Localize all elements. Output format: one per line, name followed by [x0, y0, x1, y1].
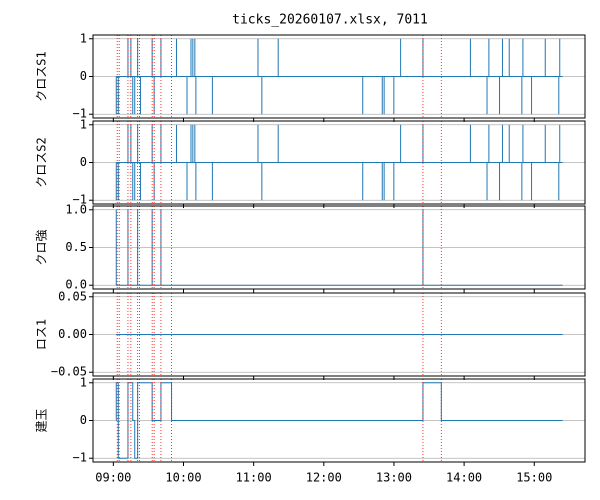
x-tick-label: 14:00: [446, 471, 482, 485]
y-axis-label: クロスS2: [35, 137, 49, 187]
y-tick-label: −1: [73, 451, 87, 465]
y-tick-label: 0: [80, 413, 87, 427]
x-tick-label: 15:00: [516, 471, 552, 485]
y-tick-label: 0.5: [65, 240, 87, 254]
y-tick-label: −1: [73, 107, 87, 121]
axes-frame: [92, 34, 586, 119]
x-tick-label: 11:00: [236, 471, 272, 485]
y-tick-label: 0: [80, 155, 87, 169]
y-tick-label: 1: [80, 375, 87, 389]
x-tick-label: 09:00: [95, 471, 131, 485]
axes-frame: [92, 292, 586, 377]
y-tick-label: 0.00: [58, 327, 87, 341]
y-tick-label: 1: [80, 31, 87, 45]
axes-frame: [92, 205, 586, 290]
series-line: [115, 382, 563, 459]
y-axis-label: 建玉: [35, 408, 49, 432]
x-tick-label: 10:00: [165, 471, 201, 485]
y-axis-label: クロスS1: [35, 51, 49, 101]
y-tick-label: 0.05: [58, 289, 87, 303]
y-tick-label: 1: [80, 117, 87, 131]
y-tick-label: 1.0: [65, 202, 87, 216]
y-tick-label: 0.0: [65, 278, 87, 292]
y-tick-label: −0.05: [51, 365, 87, 379]
axes-frame: [92, 120, 586, 205]
chart-title: ticks_20260107.xlsx, 7011: [232, 13, 428, 28]
x-tick-label: 12:00: [306, 471, 342, 485]
y-tick-label: 0: [80, 69, 87, 83]
y-axis-label: ロス1: [35, 319, 49, 350]
y-tick-label: −1: [73, 193, 87, 207]
x-tick-label: 13:00: [376, 471, 412, 485]
y-axis-label: クロ強: [35, 229, 49, 265]
axes-frame: [92, 378, 586, 463]
